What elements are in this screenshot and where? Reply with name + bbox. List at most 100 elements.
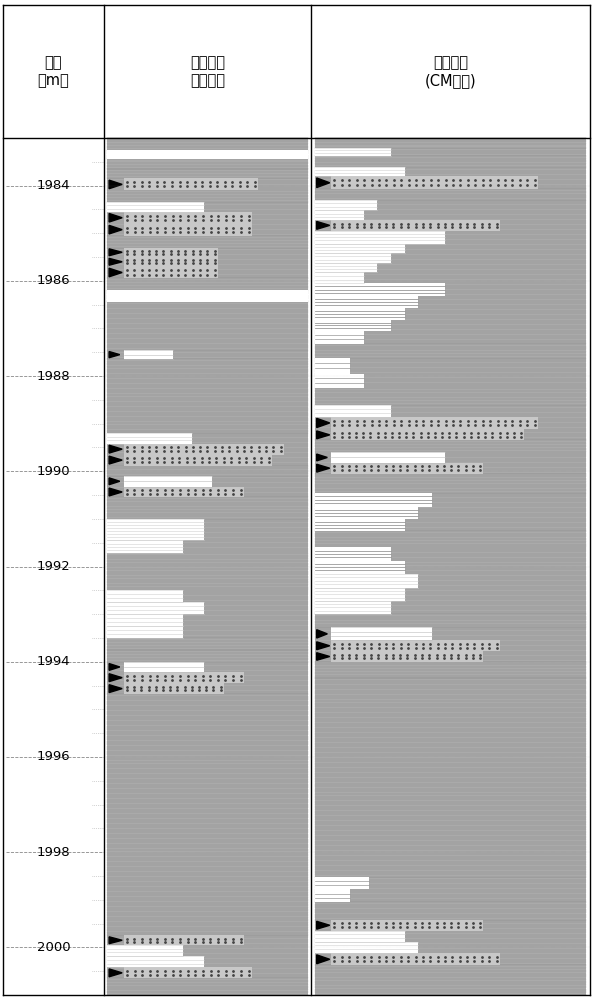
Polygon shape [317, 221, 330, 229]
Polygon shape [109, 258, 122, 265]
Text: 岩性剖面
（常规）: 岩性剖面 （常规） [190, 55, 225, 88]
Bar [107, 978, 308, 995]
Bar [124, 672, 244, 683]
Polygon shape [317, 653, 330, 660]
Bar [107, 190, 308, 202]
Bar [107, 150, 308, 159]
Bar [107, 956, 203, 967]
Bar [124, 224, 251, 236]
Bar [107, 650, 308, 662]
Bar [107, 553, 308, 590]
Text: 1988: 1988 [37, 370, 70, 383]
Bar [315, 531, 586, 547]
Bar [315, 156, 586, 167]
Bar [315, 440, 586, 452]
Bar [315, 272, 364, 283]
Bar [331, 220, 499, 231]
Text: 1998: 1998 [37, 846, 70, 859]
Polygon shape [109, 249, 122, 256]
Text: 1984: 1984 [37, 179, 70, 192]
Bar [331, 417, 538, 429]
Bar [315, 507, 418, 519]
Bar [315, 374, 364, 388]
Bar [315, 138, 586, 995]
Polygon shape [317, 642, 330, 650]
Bar [315, 547, 391, 561]
Bar [124, 683, 224, 694]
Bar [331, 627, 432, 640]
Bar [124, 487, 244, 497]
Bar [315, 574, 418, 588]
Bar [124, 267, 218, 278]
Bar [315, 678, 586, 877]
Bar [315, 405, 391, 417]
Bar [315, 662, 586, 678]
Bar [315, 253, 391, 263]
Bar [107, 278, 308, 290]
Bar [124, 444, 283, 455]
Bar [315, 519, 404, 531]
Bar [124, 476, 212, 487]
Bar [124, 257, 218, 267]
Polygon shape [109, 213, 122, 222]
Bar [124, 178, 257, 190]
Bar [107, 590, 183, 602]
Bar [124, 967, 251, 978]
Bar [107, 159, 308, 169]
Bar [107, 433, 192, 444]
Bar [315, 601, 391, 614]
Text: 1996: 1996 [37, 750, 70, 763]
Polygon shape [317, 464, 330, 472]
Bar [107, 614, 183, 626]
Text: 岩性剖面
(CM精描): 岩性剖面 (CM精描) [425, 55, 477, 88]
Bar [107, 359, 308, 433]
Bar [331, 920, 483, 931]
Bar [315, 889, 350, 902]
Bar [315, 167, 404, 176]
Bar [315, 561, 404, 574]
Polygon shape [109, 664, 120, 670]
Polygon shape [109, 488, 122, 496]
Polygon shape [317, 431, 330, 439]
Bar [315, 965, 586, 995]
Bar [315, 231, 445, 244]
Bar [331, 651, 483, 662]
Polygon shape [109, 180, 122, 189]
Bar [315, 902, 586, 920]
Bar [107, 466, 308, 476]
Bar [107, 202, 203, 212]
Polygon shape [317, 178, 330, 188]
Bar [331, 429, 524, 440]
Bar [107, 540, 183, 553]
Bar [315, 388, 586, 405]
Polygon shape [317, 955, 330, 964]
Bar [315, 189, 586, 200]
Bar [315, 474, 586, 493]
Bar [315, 344, 586, 358]
Bar [107, 236, 308, 248]
Text: 1994: 1994 [37, 655, 70, 668]
Text: 1986: 1986 [37, 274, 70, 287]
Bar [124, 935, 244, 945]
Bar [315, 358, 350, 374]
Bar [124, 455, 272, 466]
Bar [315, 210, 364, 220]
Polygon shape [109, 937, 122, 944]
Bar [315, 244, 404, 253]
Text: 深度
（m）: 深度 （m） [37, 55, 69, 88]
Bar [107, 497, 308, 519]
Bar [107, 945, 183, 956]
Bar [331, 640, 499, 651]
Bar [331, 452, 445, 463]
Bar [107, 638, 308, 650]
Bar [107, 302, 308, 350]
Bar [124, 350, 174, 359]
Bar [107, 290, 308, 302]
Bar [331, 463, 483, 474]
Bar [315, 138, 586, 148]
Polygon shape [109, 456, 122, 464]
Bar [315, 263, 377, 272]
Bar [315, 942, 418, 953]
Polygon shape [109, 225, 122, 234]
Polygon shape [109, 352, 120, 358]
